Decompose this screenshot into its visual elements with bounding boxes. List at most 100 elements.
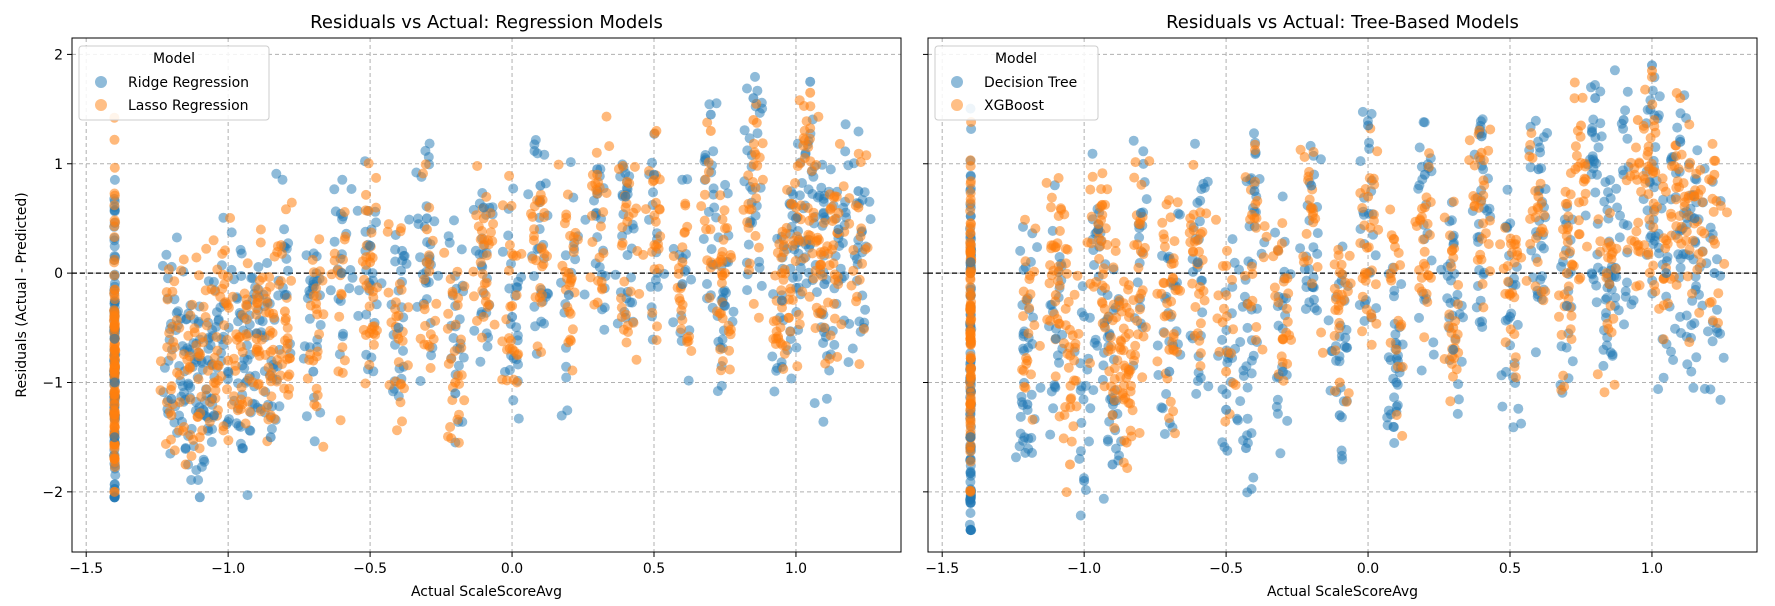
- cloud-point: [1502, 184, 1513, 195]
- cloud-point: [1556, 329, 1567, 340]
- cloud-point: [1582, 241, 1592, 252]
- cloud-point: [258, 385, 269, 396]
- cloud-point: [413, 213, 423, 224]
- cloud-point: [489, 319, 500, 330]
- cloud-point: [1130, 340, 1141, 351]
- data-point: [109, 486, 120, 497]
- cloud-point: [245, 425, 256, 436]
- cloud-point: [338, 328, 349, 339]
- data-point: [1419, 202, 1430, 213]
- cloud-point: [1269, 282, 1280, 293]
- cloud-point: [1567, 356, 1578, 367]
- cloud-point: [819, 322, 830, 333]
- cloud-point: [557, 260, 568, 271]
- cloud-point: [1569, 93, 1580, 104]
- cloud-point: [753, 312, 764, 323]
- cloud-point: [253, 378, 264, 389]
- cloud-point: [649, 239, 660, 250]
- cloud-point: [1620, 105, 1631, 116]
- cloud-point: [593, 275, 603, 286]
- data-point: [1661, 268, 1672, 279]
- cloud-point: [1062, 268, 1072, 279]
- cloud-point: [1439, 212, 1450, 223]
- cloud-point: [829, 339, 840, 350]
- cloud-point: [1015, 411, 1026, 422]
- cloud-point: [848, 245, 859, 255]
- cloud-point: [1644, 214, 1655, 225]
- cloud-point: [302, 373, 313, 384]
- data-point: [1476, 147, 1487, 158]
- cloud-point: [267, 327, 278, 338]
- cloud-point: [1456, 356, 1467, 367]
- legend-label-xgboost: XGBoost: [984, 98, 1044, 114]
- cloud-point: [1104, 366, 1115, 377]
- cloud-point: [212, 345, 223, 356]
- data-point: [393, 333, 404, 344]
- cloud-point: [594, 252, 605, 263]
- cloud-point: [1112, 355, 1123, 366]
- data-point: [833, 208, 844, 218]
- x-tick-label: −0.5: [1209, 561, 1243, 577]
- data-point: [1391, 377, 1402, 388]
- data-point: [223, 366, 234, 377]
- cloud-point: [1599, 196, 1610, 207]
- cloud-point: [1697, 197, 1708, 208]
- cloud-point: [1132, 315, 1143, 326]
- cloud-point: [1141, 194, 1152, 205]
- cloud-point: [403, 302, 414, 313]
- cloud-point: [1498, 263, 1509, 274]
- cloud-point: [1424, 148, 1435, 159]
- cloud-point: [1562, 237, 1573, 248]
- cloud-point: [679, 227, 690, 238]
- cloud-point: [307, 254, 318, 265]
- data-point: [1476, 131, 1487, 142]
- data-point: [166, 410, 177, 421]
- cloud-point: [424, 266, 435, 277]
- cloud-point: [1217, 437, 1228, 448]
- cloud-point: [187, 299, 198, 310]
- cloud-point: [1603, 187, 1613, 198]
- cloud-point: [1391, 410, 1402, 420]
- cloud-point: [965, 446, 976, 457]
- cloud-point: [266, 424, 277, 434]
- cloud-point: [785, 286, 796, 297]
- cloud-point: [1029, 320, 1040, 331]
- cloud-point: [1622, 86, 1633, 97]
- cloud-point: [966, 373, 976, 384]
- cloud-point: [790, 178, 800, 189]
- cloud-point: [1414, 142, 1425, 153]
- cloud-point: [1108, 262, 1119, 273]
- data-point: [965, 525, 976, 536]
- cloud-point: [1366, 108, 1377, 119]
- cloud-point: [396, 265, 407, 276]
- cloud-point: [1295, 243, 1306, 254]
- cloud-point: [647, 307, 658, 318]
- data-point: [336, 268, 347, 279]
- cloud-point: [183, 330, 194, 341]
- y-tick-label: 2: [54, 47, 63, 63]
- cloud-point: [252, 284, 263, 294]
- cloud-point: [508, 250, 519, 261]
- cloud-point: [767, 351, 778, 362]
- cloud-point: [590, 178, 601, 189]
- cloud-point: [1134, 304, 1145, 315]
- cloud-point: [1023, 433, 1034, 444]
- cloud-point: [1099, 381, 1110, 392]
- cloud-point: [1599, 387, 1610, 398]
- cloud-point: [1446, 358, 1457, 369]
- cloud-point: [109, 294, 120, 305]
- legend-marker-decision-tree: [951, 76, 963, 88]
- cloud-point: [1096, 297, 1107, 307]
- cloud-point: [329, 255, 340, 266]
- cloud-point: [1251, 222, 1262, 233]
- cloud-point: [338, 254, 348, 265]
- cloud-point: [309, 399, 320, 410]
- cloud-point: [1165, 396, 1176, 407]
- cloud-point: [686, 346, 697, 356]
- cloud-point: [1706, 296, 1717, 307]
- cloud-point: [1357, 106, 1368, 117]
- cloud-point: [1448, 196, 1459, 207]
- cloud-point: [329, 236, 340, 247]
- cloud-point: [742, 285, 753, 296]
- cloud-point: [1389, 392, 1400, 403]
